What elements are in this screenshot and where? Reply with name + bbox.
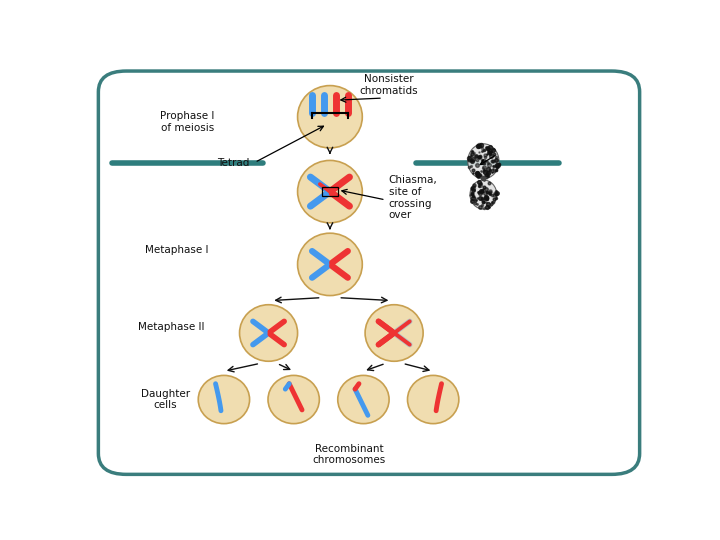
Ellipse shape <box>297 233 362 295</box>
Text: Metaphase II: Metaphase II <box>138 322 204 332</box>
Text: Prophase I
of meiosis: Prophase I of meiosis <box>161 111 215 133</box>
Ellipse shape <box>468 144 499 179</box>
Ellipse shape <box>297 160 362 223</box>
Ellipse shape <box>338 375 389 424</box>
Text: Tetrad: Tetrad <box>217 158 249 167</box>
Ellipse shape <box>365 305 423 361</box>
Text: Metaphase I: Metaphase I <box>145 245 208 255</box>
Ellipse shape <box>268 375 320 424</box>
Bar <box>322 187 338 196</box>
Ellipse shape <box>240 305 297 361</box>
Ellipse shape <box>408 375 459 424</box>
Text: Recombinant
chromosomes: Recombinant chromosomes <box>313 443 386 465</box>
Text: Nonsister
chromatids: Nonsister chromatids <box>359 75 418 96</box>
Ellipse shape <box>470 180 497 209</box>
Text: Daughter
cells: Daughter cells <box>141 389 190 410</box>
Text: Chiasma,
site of
crossing
over: Chiasma, site of crossing over <box>389 176 437 220</box>
Ellipse shape <box>297 85 362 148</box>
Ellipse shape <box>198 375 250 424</box>
